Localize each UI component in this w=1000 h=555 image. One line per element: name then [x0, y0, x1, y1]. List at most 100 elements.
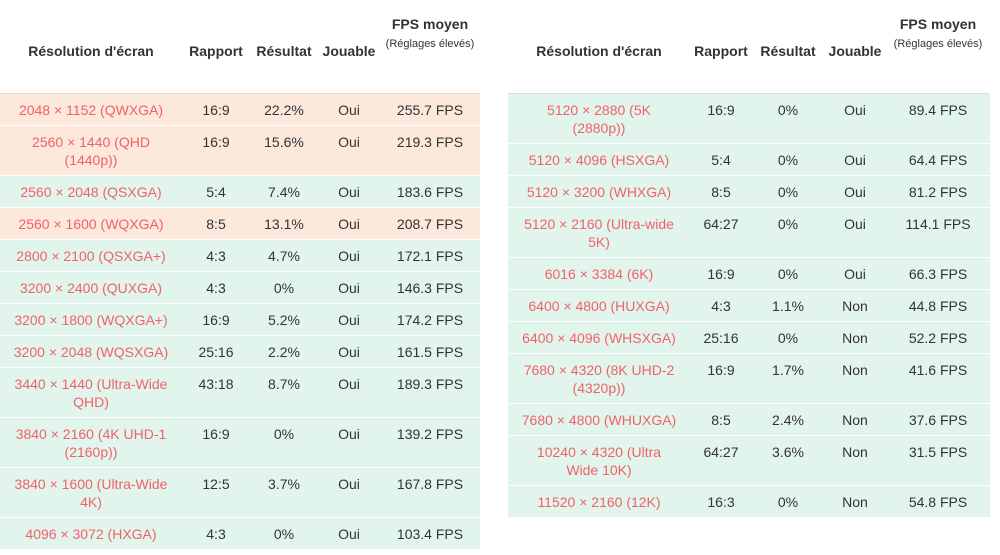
- table-cell: 4:3: [182, 239, 250, 272]
- table-cell: 0%: [752, 175, 824, 208]
- table-cell: 22.2%: [250, 93, 318, 126]
- table-cell: 4:3: [690, 289, 752, 322]
- table-cell: 208.7 FPS: [380, 207, 480, 240]
- column-header: Résultat: [752, 8, 824, 94]
- table-cell: 16:9: [182, 303, 250, 336]
- table-cell: 16:9: [182, 93, 250, 126]
- table-row: 3840 × 1600 (Ultra-Wide 4K) 12:5 3.7% Oui 16…: [0, 467, 480, 518]
- table-cell: 81.2 FPS: [886, 175, 990, 208]
- table-cell: 89.4 FPS: [886, 93, 990, 144]
- table-cell: Oui: [318, 367, 380, 418]
- header-text: Jouable: [322, 42, 376, 59]
- table-cell: 44.8 FPS: [886, 289, 990, 322]
- resolution-cell: 11520 × 2160 (12K): [508, 485, 690, 518]
- resolution-cell: 7680 × 4800 (WHUXGA): [508, 403, 690, 436]
- table-cell: 8:5: [690, 403, 752, 436]
- table-cell: Non: [824, 321, 886, 354]
- resolution-cell: 4096 × 3072 (HXGA): [0, 517, 182, 550]
- table-cell: 37.6 FPS: [886, 403, 990, 436]
- table-row: 5120 × 2160 (Ultra-wide 5K) 64:27 0% Oui 114…: [508, 207, 990, 258]
- table-cell: 43:18: [182, 367, 250, 418]
- resolution-cell: 2800 × 2100 (QSXGA+): [0, 239, 182, 272]
- table-cell: 16:9: [182, 125, 250, 176]
- fps-table: Résolution d'écran Rapport Résultat Jouable…: [0, 8, 480, 550]
- column-header: Rapport: [690, 8, 752, 94]
- table-cell: 0%: [752, 485, 824, 518]
- table-cell: 2.4%: [752, 403, 824, 436]
- table-cell: 64:27: [690, 435, 752, 486]
- header-text: FPS moyen: [899, 16, 977, 32]
- table-row: 11520 × 2160 (12K) 16:3 0% Non 54.8 FPS: [508, 485, 990, 518]
- column-header: Jouable: [824, 8, 886, 94]
- header-text: Rapport: [694, 42, 748, 59]
- table-cell: 0%: [752, 143, 824, 176]
- table-row: 3440 × 1440 (Ultra-Wide QHD) 43:18 8.7% Oui…: [0, 367, 480, 418]
- resolution-cell: 10240 × 4320 (Ultra Wide 10K): [508, 435, 690, 486]
- table-cell: 183.6 FPS: [380, 175, 480, 208]
- table-row: 3200 × 1800 (WQXGA+) 16:9 5.2% Oui 174.2 FPS: [0, 303, 480, 336]
- table-cell: 25:16: [690, 321, 752, 354]
- table-cell: 15.6%: [250, 125, 318, 176]
- table-cell: 146.3 FPS: [380, 271, 480, 304]
- table-cell: 16:9: [690, 93, 752, 144]
- table-cell: Oui: [318, 417, 380, 468]
- table-cell: Oui: [318, 125, 380, 176]
- table-row: 6016 × 3384 (6K) 16:9 0% Oui 66.3 FPS: [508, 257, 990, 290]
- table-row: 5120 × 4096 (HSXGA) 5:4 0% Oui 64.4 FPS: [508, 143, 990, 176]
- header-text: Jouable: [828, 42, 882, 59]
- table-cell: 0%: [250, 417, 318, 468]
- table-cell: 31.5 FPS: [886, 435, 990, 486]
- table-cell: 0%: [752, 93, 824, 144]
- table-cell: 5:4: [182, 175, 250, 208]
- table-cell: 4:3: [182, 517, 250, 550]
- table-cell: Non: [824, 435, 886, 486]
- table-cell: 41.6 FPS: [886, 353, 990, 404]
- table-row: 3200 × 2048 (WQSXGA) 25:16 2.2% Oui 161.5 FP…: [0, 335, 480, 368]
- table-row: 6400 × 4800 (HUXGA) 4:3 1.1% Non 44.8 FPS: [508, 289, 990, 322]
- table-cell: Oui: [318, 239, 380, 272]
- table-cell: 4.7%: [250, 239, 318, 272]
- table-cell: Oui: [824, 175, 886, 208]
- table-cell: 5:4: [690, 143, 752, 176]
- table-cell: Oui: [824, 207, 886, 258]
- table-cell: Oui: [318, 517, 380, 550]
- table-cell: Non: [824, 353, 886, 404]
- resolution-cell: 5120 × 2880 (5K (2880p)): [508, 93, 690, 144]
- header-text: Rapport: [189, 42, 243, 59]
- table-row: 3200 × 2400 (QUXGA) 4:3 0% Oui 146.3 FPS: [0, 271, 480, 304]
- header-note: (Réglages élevés): [893, 38, 983, 50]
- table-cell: Oui: [318, 93, 380, 126]
- resolution-cell: 3200 × 2048 (WQSXGA): [0, 335, 182, 368]
- resolution-cell: 5120 × 2160 (Ultra-wide 5K): [508, 207, 690, 258]
- table-cell: 103.4 FPS: [380, 517, 480, 550]
- column-header: Résolution d'écran: [0, 8, 182, 94]
- table-row: 5120 × 2880 (5K (2880p)) 16:9 0% Oui 89.4 FP…: [508, 93, 990, 144]
- resolution-cell: 5120 × 4096 (HSXGA): [508, 143, 690, 176]
- resolution-cell: 3840 × 2160 (4K UHD-1 (2160p)): [0, 417, 182, 468]
- resolution-cell: 2560 × 1440 (QHD (1440p)): [0, 125, 182, 176]
- table-row: 7680 × 4800 (WHUXGA) 8:5 2.4% Non 37.6 FPS: [508, 403, 990, 436]
- resolution-cell: 2048 × 1152 (QWXGA): [0, 93, 182, 126]
- table-cell: 172.1 FPS: [380, 239, 480, 272]
- table-row: 5120 × 3200 (WHXGA) 8:5 0% Oui 81.2 FPS: [508, 175, 990, 208]
- table-cell: 219.3 FPS: [380, 125, 480, 176]
- resolution-cell: 3440 × 1440 (Ultra-Wide QHD): [0, 367, 182, 418]
- column-header: Jouable: [318, 8, 380, 94]
- table-row: 6400 × 4096 (WHSXGA) 25:16 0% Non 52.2 FPS: [508, 321, 990, 354]
- table-cell: 114.1 FPS: [886, 207, 990, 258]
- table-cell: Oui: [824, 143, 886, 176]
- column-header: Résolution d'écran: [508, 8, 690, 94]
- table-cell: 189.3 FPS: [380, 367, 480, 418]
- table-row: 10240 × 4320 (Ultra Wide 10K) 64:27 3.6% No…: [508, 435, 990, 486]
- table-row: 3840 × 2160 (4K UHD-1 (2160p)) 16:9 0% Oui 1…: [0, 417, 480, 468]
- table-cell: 255.7 FPS: [380, 93, 480, 126]
- table-cell: 64.4 FPS: [886, 143, 990, 176]
- table-cell: 52.2 FPS: [886, 321, 990, 354]
- table-cell: Non: [824, 403, 886, 436]
- table-cell: Oui: [318, 207, 380, 240]
- resolution-cell: 3200 × 1800 (WQXGA+): [0, 303, 182, 336]
- table-cell: 16:9: [690, 257, 752, 290]
- resolution-cell: 3200 × 2400 (QUXGA): [0, 271, 182, 304]
- table-row: 2560 × 2048 (QSXGA) 5:4 7.4% Oui 183.6 FPS: [0, 175, 480, 208]
